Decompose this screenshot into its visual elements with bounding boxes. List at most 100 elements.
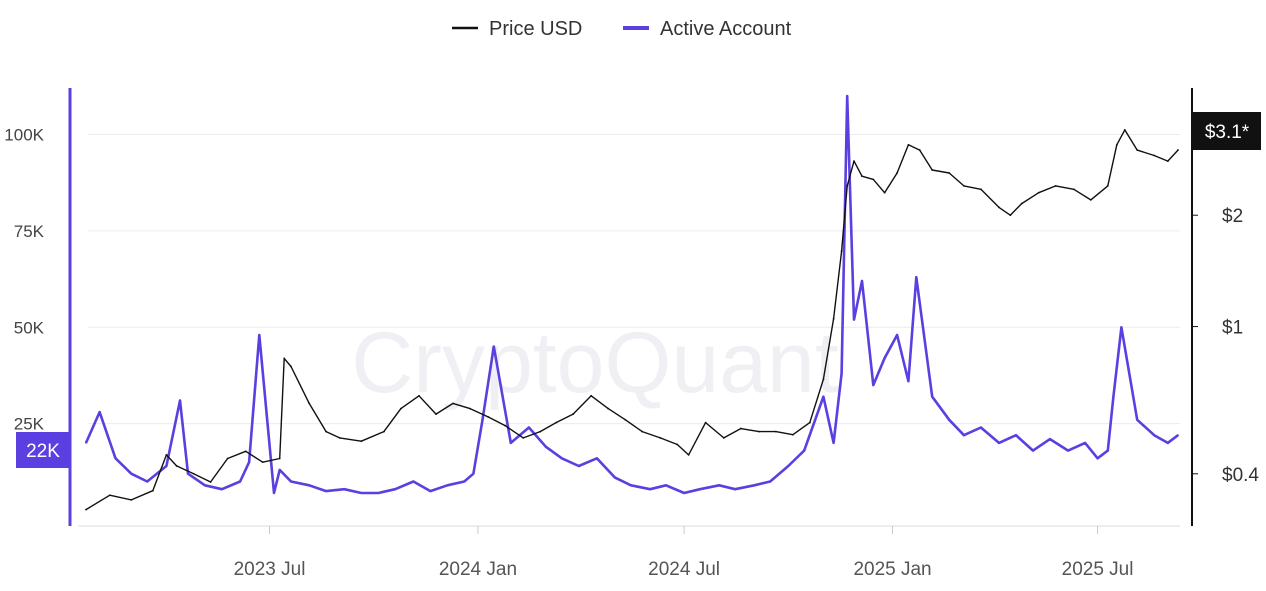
price-point (861, 175, 863, 178)
legend-item-active[interactable]: Active Account (623, 18, 792, 40)
active-account-point (629, 484, 632, 487)
series-line-active-account (84, 94, 1179, 495)
price-point (383, 430, 385, 433)
active-account-point (872, 384, 875, 386)
active-account-point (472, 472, 475, 475)
active-value-badge: 22K (16, 432, 70, 468)
active-account-point (1096, 457, 1099, 460)
active-account-point (377, 492, 380, 494)
active-account-point (1049, 438, 1051, 440)
active-account-point (248, 461, 251, 464)
active-account-point (577, 465, 580, 467)
x-tick-label: 2024 Jan (439, 559, 517, 580)
price-point (85, 508, 87, 511)
active-account-point (883, 357, 886, 360)
active-account-point (853, 318, 855, 321)
active-account-point (1120, 326, 1123, 329)
active-account-point (273, 492, 275, 494)
active-account-point (278, 468, 281, 471)
active-account-point (1015, 434, 1017, 437)
price-point (108, 494, 111, 497)
legend-label-price: Price USD (489, 18, 582, 40)
price-point (722, 437, 725, 439)
active-account-point (429, 490, 432, 492)
price-point (1136, 149, 1139, 151)
price-point (846, 185, 849, 187)
price-point (338, 437, 341, 439)
price-point (435, 413, 437, 415)
price-point (590, 394, 593, 397)
left-tick-label: 25K (14, 415, 45, 434)
active-account-point (846, 95, 849, 97)
price-point (175, 465, 178, 467)
legend-item-price[interactable]: Price USD (452, 18, 582, 40)
price-point (607, 407, 610, 410)
active-badge-text: 22K (26, 441, 60, 462)
price-point (979, 188, 982, 191)
price-point (400, 407, 402, 410)
active-account-point (753, 484, 756, 487)
active-account-point (130, 472, 133, 475)
price-point (739, 427, 742, 430)
active-account-point (179, 399, 181, 402)
price-point (555, 421, 558, 424)
active-account-point (1032, 449, 1034, 452)
active-account-point (787, 465, 790, 467)
right-tick-label: $1 (1222, 318, 1243, 339)
price-point (522, 437, 525, 439)
price-point (261, 461, 264, 464)
price-point (1054, 185, 1057, 187)
active-account-point (492, 345, 495, 348)
active-account-point (325, 490, 328, 492)
x-tick-label: 2024 Jul (648, 559, 720, 580)
active-account-point (803, 449, 806, 452)
legend: Price USD Active Account (452, 18, 792, 40)
active-account-point (595, 457, 598, 460)
price-point (624, 418, 627, 421)
price-point (1153, 154, 1156, 157)
price-point (1089, 198, 1092, 201)
active-account-point (1106, 449, 1109, 452)
active-account-point (360, 492, 363, 494)
active-account-point (412, 480, 415, 483)
price-point (1123, 129, 1126, 131)
active-account-point (146, 480, 149, 483)
price-point (931, 169, 934, 171)
price-point (791, 433, 794, 436)
price-point (572, 413, 574, 415)
price-point (1166, 160, 1169, 163)
price-point (832, 317, 835, 320)
price-point (165, 453, 168, 456)
price-point (325, 430, 328, 433)
price-point (704, 421, 707, 424)
active-account-point (840, 372, 843, 375)
price-point (308, 402, 311, 405)
active-account-point (290, 480, 292, 483)
price-point (360, 440, 363, 443)
active-account-point (446, 484, 449, 487)
active-account-point (187, 472, 189, 475)
active-account-point (907, 380, 910, 383)
active-account-point (98, 411, 101, 413)
active-account-point (394, 488, 397, 491)
active-account-point (699, 488, 701, 491)
price-point (192, 472, 195, 475)
active-account-point (915, 276, 918, 279)
x-tick-label: 2025 Jan (853, 559, 931, 580)
price-point (226, 457, 229, 460)
price-point (907, 143, 910, 146)
active-account-point (545, 445, 547, 448)
active-account-point (528, 426, 530, 429)
price-point (1020, 202, 1023, 205)
price-point (1009, 214, 1012, 217)
price-point (244, 450, 247, 453)
active-account-point (1136, 418, 1139, 421)
price-point (278, 457, 281, 460)
active-account-point (481, 418, 484, 421)
active-account-point (861, 280, 863, 282)
price-point (418, 394, 420, 397)
price-point (151, 489, 154, 492)
left-tick-label: 50K (14, 318, 45, 337)
price-point (641, 430, 644, 433)
series-points (85, 95, 1179, 511)
